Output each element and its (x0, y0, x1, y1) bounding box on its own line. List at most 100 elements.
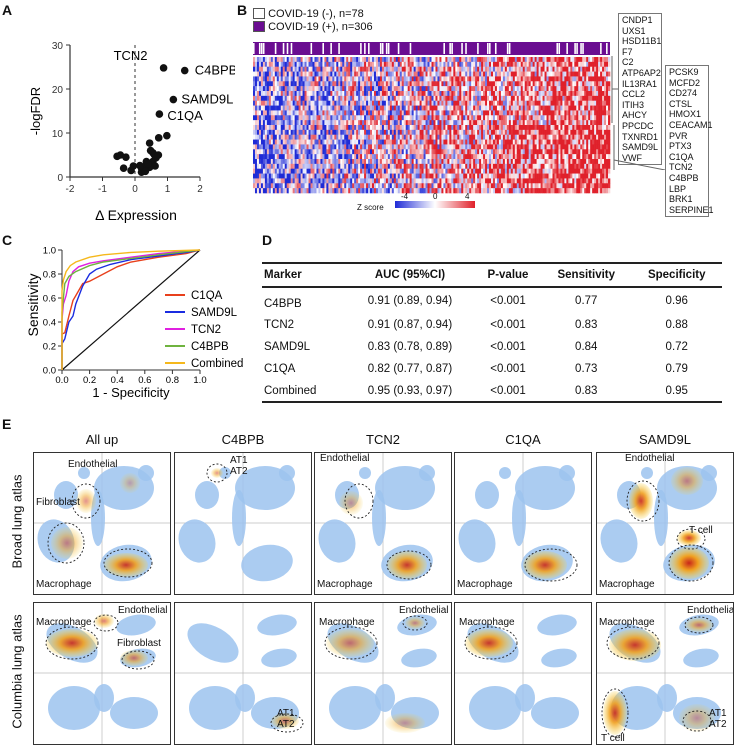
point-annotation: SAMD9L (181, 92, 233, 107)
legend-covid-pos: COVID-19 (+), n=306 (253, 21, 373, 34)
data-point (180, 66, 189, 75)
cell-type-label: Macrophage (36, 579, 92, 590)
table-cell: 0.95 (631, 380, 722, 403)
cell-cluster (475, 481, 499, 509)
x-tick-label: 0.8 (166, 375, 179, 386)
y-tick-label: 10 (52, 129, 64, 140)
y-tick-label: 0.8 (43, 270, 56, 281)
column-title: C4BPB (221, 432, 265, 447)
data-point (159, 64, 168, 72)
cell-cluster (329, 686, 381, 730)
gene-label: IL13RA1 (622, 78, 658, 89)
covid-neg-sample (449, 43, 451, 54)
covid-neg-sample (282, 43, 285, 54)
cell-type-label: Endothelial (399, 605, 448, 616)
data-point (136, 161, 144, 170)
cell-cluster (469, 686, 521, 730)
covid-neg-sample (600, 43, 602, 54)
table-cell: 0.91 (0.89, 0.94) (367, 295, 453, 307)
cluster-outline (47, 522, 85, 564)
table-cell: <0.001 (490, 363, 526, 375)
gene-label: BRK1 (669, 194, 693, 205)
legend-label: SAMD9L (191, 307, 238, 319)
covid-neg-sample (580, 43, 582, 54)
cell-cluster (110, 697, 158, 729)
heatmap-cells (253, 57, 611, 194)
column-title: All up (85, 432, 119, 447)
covid-neg-sample (606, 43, 608, 54)
expression-hotspot (679, 704, 715, 732)
table-cell: TCN2 (264, 319, 295, 331)
reference-diagonal (61, 249, 201, 371)
expression-hotspot (671, 467, 703, 495)
cell-type-label: Macrophage (457, 579, 513, 590)
column-title: SAMD9L (638, 432, 692, 447)
cell-cluster (600, 519, 638, 563)
column-header: Specificity (631, 262, 722, 288)
panel-label-b: B (237, 2, 248, 18)
table-cell: SAMD9L (264, 341, 311, 353)
x-axis-label: Δ Expression (95, 207, 177, 223)
cluster-outline (103, 548, 153, 578)
table-cell: 0.83 (575, 319, 598, 331)
table-cell: 0.82 (0.77, 0.87) (367, 363, 453, 375)
y-tick-label: 0 (57, 173, 63, 184)
gene-label: C1QA (669, 151, 694, 162)
covid-neg-sample (397, 43, 400, 54)
cell-cluster (235, 466, 295, 510)
heatmap (253, 42, 611, 194)
cluster-outline (464, 626, 518, 660)
table-cell: 0.83 (541, 380, 632, 403)
table-cell: 0.72 (665, 341, 688, 353)
cluster-outline (71, 483, 101, 519)
cell-type-label: AT2 (709, 719, 727, 730)
marker-table: Marker AUC (95%CI) P-value Sensitivity Speci… (262, 262, 722, 403)
expression-hotspot (326, 629, 374, 657)
x-tick-label: 0.6 (138, 375, 151, 386)
covid-neg-sample (381, 43, 384, 54)
covid-neg-sample (258, 43, 261, 54)
panel-label-a: A (2, 2, 13, 18)
cell-cluster (261, 648, 297, 668)
cell-cluster (257, 614, 297, 636)
cell-cluster (138, 465, 154, 481)
gene-connector-lines (611, 56, 666, 170)
y-axis-label: -logFDR (28, 87, 43, 135)
gene-list-group1: CNDP1 UXS1 HSD11B1 F7 C2 ATP6AP2 IL13RA1 CCL2 IT… (618, 13, 662, 166)
gene-label: AHCY (622, 110, 648, 121)
cell-cluster (116, 614, 156, 636)
cell-type-label: Macrophage (599, 579, 655, 590)
cell-cluster (541, 648, 577, 668)
cell-cluster (195, 481, 219, 509)
column-header: AUC (95%CI) (344, 262, 475, 288)
column-title: C1QA (505, 432, 541, 447)
cell-type-label: AT1 (230, 455, 248, 466)
covid-neg-sample (385, 43, 388, 54)
cluster-outline (121, 650, 155, 670)
gene-label: PTX3 (669, 141, 692, 152)
umap-panel: Endothelial T cell Macrophage (596, 452, 734, 595)
y-tick-label: 1.0 (43, 246, 56, 257)
table-cell: <0.001 (490, 319, 526, 331)
cell-cluster (641, 467, 653, 479)
data-point (122, 153, 130, 161)
legend-label: C1QA (191, 290, 223, 302)
gene-label: VWF (622, 152, 642, 163)
cell-cluster (54, 481, 78, 509)
gene-label: UXS1 (622, 25, 646, 36)
gene-label: ATP6AP2 (622, 67, 661, 78)
covid-neg-sample (465, 43, 467, 54)
cluster-outline (606, 626, 660, 660)
expression-hotspot (120, 473, 140, 493)
x-tick-label: 0.0 (55, 375, 68, 386)
table-cell: 0.77 (575, 295, 598, 307)
gene-label: HSD11B1 (622, 36, 662, 47)
table-row: TCN2 0.91 (0.87, 0.94) <0.001 0.83 0.88 (262, 314, 722, 336)
legend-covid-neg: COVID-19 (-), n=78 (253, 8, 373, 21)
y-tick-label: 0.4 (43, 318, 56, 329)
cluster-outline (668, 544, 714, 582)
cell-cluster (178, 519, 216, 563)
covid-neg-sample (364, 43, 366, 54)
